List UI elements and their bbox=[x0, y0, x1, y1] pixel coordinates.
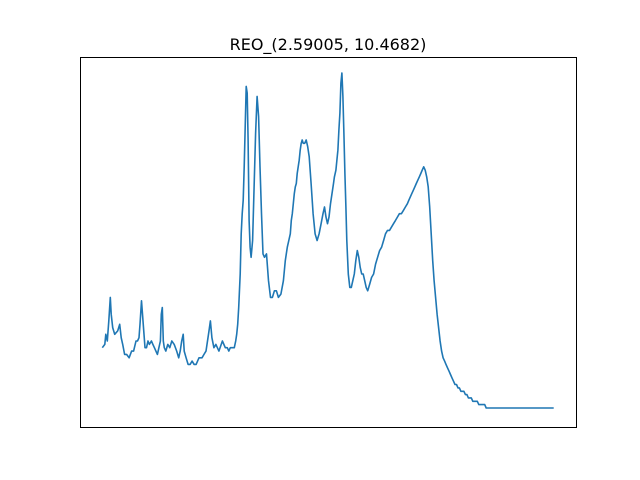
series-layer bbox=[101, 72, 554, 409]
series-line-0 bbox=[101, 72, 554, 409]
chart-title: REO_(2.59005, 10.4682) bbox=[230, 35, 427, 55]
plot-frame bbox=[80, 57, 577, 428]
